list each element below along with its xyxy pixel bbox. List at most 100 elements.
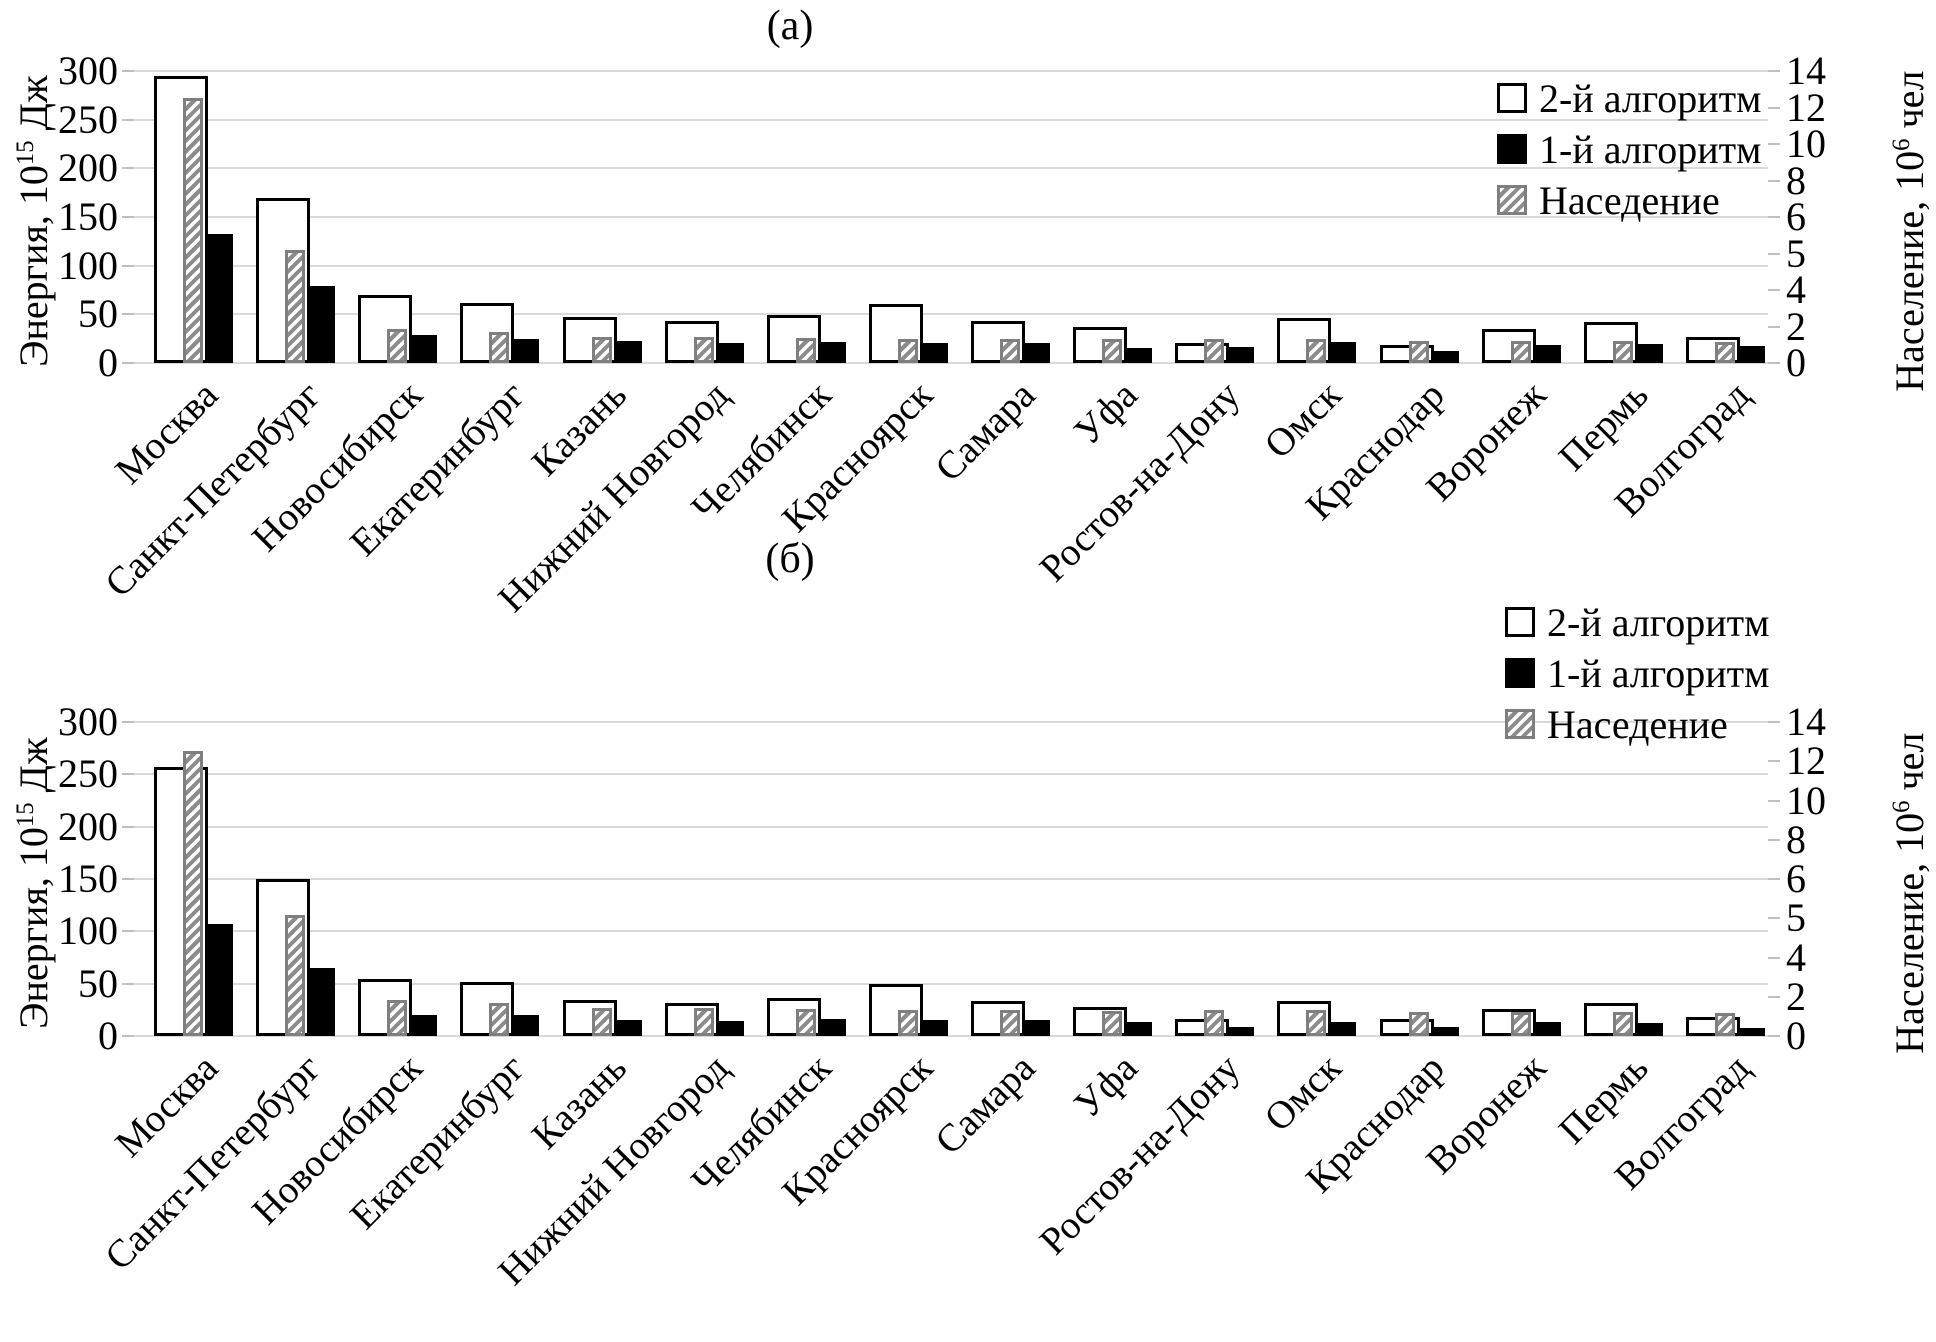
right-axis-tick-label: 5	[1786, 895, 1806, 941]
bar-1st-algorithm	[409, 1015, 438, 1036]
right-axis-tick	[1768, 216, 1780, 218]
bar-1st-algorithm	[1532, 1022, 1561, 1036]
right-axis-tick	[1768, 1035, 1780, 1037]
bar-1st-algorithm	[1634, 343, 1663, 363]
bar-population	[285, 250, 306, 363]
bar-2nd-algorithm	[1277, 318, 1332, 363]
bar-population	[1306, 1009, 1327, 1036]
gridline	[134, 216, 1768, 218]
bar-1st-algorithm	[1328, 341, 1357, 363]
left-axis-tick-label: 250	[58, 96, 118, 142]
gridline	[134, 773, 1768, 776]
axis-title-text: 15	[11, 802, 39, 828]
right-axis-title: Население, 106 чел	[1880, 573, 1932, 1213]
bar-1st-algorithm	[1532, 344, 1561, 363]
bar-1st-algorithm	[1430, 351, 1459, 363]
legend-item-label: Наседение	[1539, 177, 1720, 223]
bar-2nd-algorithm	[766, 315, 821, 363]
panel-title: (б)	[765, 536, 815, 582]
left-axis-tick-label: 0	[98, 340, 118, 385]
bar-population	[1714, 341, 1735, 363]
legend-swatch-2nd-algorithm	[1497, 83, 1527, 113]
left-axis-tick	[122, 773, 134, 776]
right-axis-tick-label: 12	[1786, 738, 1826, 784]
gridline	[134, 362, 1768, 364]
right-axis-tick	[1768, 917, 1780, 920]
bar-population	[1510, 340, 1531, 363]
legend-swatch-2nd-algorithm	[1505, 607, 1535, 637]
bar-population	[183, 751, 204, 1036]
legend: 2-й алгоритм 1-й алгоритм Наседение	[1497, 76, 1762, 223]
right-axis-tick	[1768, 252, 1780, 255]
legend: 2-й алгоритм 1-й алгоритм Наседение	[1505, 599, 1770, 747]
bar-population	[489, 1002, 510, 1036]
left-axis-tick	[122, 167, 134, 170]
bar-1st-algorithm	[1226, 347, 1255, 363]
gridline	[134, 825, 1768, 828]
gridline	[134, 118, 1768, 121]
right-axis-tick	[1768, 70, 1780, 72]
right-axis-tick-label: 14	[1786, 48, 1826, 93]
right-axis-tick-label: 10	[1786, 777, 1826, 823]
right-axis-tick	[1768, 956, 1780, 959]
gridline	[134, 721, 1768, 723]
left-axis-tick	[122, 362, 134, 364]
bar-1st-algorithm	[205, 233, 234, 363]
bar-population	[795, 1009, 816, 1036]
bar-1st-algorithm	[715, 1021, 744, 1036]
left-axis-tick-label: 200	[58, 145, 118, 191]
right-axis-tick-label: 2	[1786, 973, 1806, 1019]
bar-population	[285, 914, 306, 1036]
left-axis-tick	[122, 878, 134, 880]
gridline	[134, 1035, 1768, 1037]
left-axis-tick	[122, 70, 134, 72]
legend-swatch-1st-algorithm	[1505, 658, 1535, 688]
gridline	[134, 313, 1768, 316]
bar-1st-algorithm	[919, 342, 948, 363]
legend-item-label: 2-й алгоритм	[1547, 599, 1770, 645]
legend-item: 2-й алгоритм	[1497, 76, 1761, 121]
left-axis-tick-label: 0	[98, 1013, 118, 1058]
bar-1st-algorithm	[307, 286, 336, 363]
left-axis-tick-label: 100	[58, 908, 118, 954]
bar-2nd-algorithm	[868, 983, 923, 1036]
gridline	[134, 167, 1768, 170]
bar-population	[693, 1007, 714, 1036]
left-axis-tick-label: 50	[78, 291, 118, 337]
legend-item: 2-й алгоритм	[1505, 599, 1770, 645]
left-axis-tick-label: 150	[58, 856, 118, 901]
bar-1st-algorithm	[205, 924, 234, 1036]
right-axis-tick-label: 4	[1786, 934, 1806, 980]
left-axis-tick-label: 50	[78, 960, 118, 1006]
bar-1st-algorithm	[511, 1015, 540, 1036]
bar-population	[1204, 1010, 1225, 1036]
left-axis-tick	[122, 930, 134, 933]
bar-1st-algorithm	[1124, 348, 1153, 363]
left-axis-tick-label: 200	[58, 803, 118, 849]
right-axis-tick-label: 12	[1786, 84, 1826, 130]
gridline	[134, 878, 1768, 880]
left-axis-tick	[122, 216, 134, 218]
bar-1st-algorithm	[715, 342, 744, 363]
bar-population	[693, 336, 714, 363]
legend-swatch-population	[1497, 185, 1527, 215]
bar-1st-algorithm	[613, 1020, 642, 1036]
bar-population	[591, 1007, 612, 1036]
bar-1st-algorithm	[1634, 1023, 1663, 1036]
left-axis-tick	[122, 982, 134, 985]
left-axis-tick	[122, 313, 134, 316]
right-axis-tick	[1768, 143, 1780, 145]
legend-item-label: 1-й алгоритм	[1539, 126, 1762, 172]
left-axis-tick	[122, 118, 134, 121]
bar-population	[1408, 1012, 1429, 1036]
right-axis-tick	[1768, 179, 1780, 182]
bar-population	[387, 999, 408, 1036]
right-axis-tick	[1768, 799, 1780, 802]
left-axis-title: Энергия, 1015 Дж	[4, 563, 56, 1203]
right-axis-tick	[1768, 289, 1780, 291]
bar-2nd-algorithm	[868, 303, 923, 363]
left-axis-tick-label: 150	[58, 194, 118, 239]
bar-1st-algorithm	[1124, 1022, 1153, 1036]
